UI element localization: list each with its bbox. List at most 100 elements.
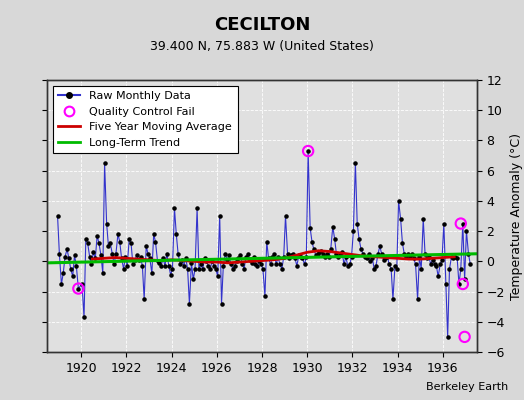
Point <box>265 255 273 262</box>
Point <box>464 250 473 257</box>
Point <box>310 246 318 252</box>
Point <box>427 261 435 268</box>
Point <box>376 243 384 250</box>
Point <box>151 238 160 245</box>
Point <box>187 260 195 266</box>
Point <box>458 220 467 227</box>
Point <box>410 255 418 262</box>
Point <box>340 261 348 268</box>
Point <box>53 213 62 219</box>
Point <box>381 255 390 262</box>
Point <box>370 266 378 272</box>
Point <box>70 252 79 258</box>
Point <box>349 228 357 234</box>
Point <box>294 252 303 258</box>
Point <box>411 261 420 268</box>
Point <box>304 148 312 154</box>
Point <box>244 250 252 257</box>
Point <box>377 250 386 257</box>
Point <box>242 254 250 260</box>
Point <box>199 266 207 272</box>
Point <box>136 254 145 260</box>
Point <box>193 205 201 212</box>
Point <box>385 261 394 268</box>
Point <box>402 254 410 260</box>
Point <box>461 334 469 340</box>
Point <box>64 255 73 262</box>
Point <box>278 266 286 272</box>
Point <box>221 250 230 257</box>
Point <box>176 261 184 268</box>
Point <box>398 240 407 246</box>
Point <box>72 263 81 269</box>
Point <box>292 263 301 269</box>
Point <box>200 255 209 262</box>
Point <box>347 254 356 260</box>
Point <box>298 255 307 262</box>
Point <box>63 246 71 252</box>
Point <box>456 266 465 272</box>
Point <box>208 258 216 264</box>
Point <box>447 254 456 260</box>
Point <box>106 240 114 246</box>
Point <box>225 252 233 258</box>
Point <box>455 281 463 287</box>
Point <box>389 296 397 302</box>
Point <box>144 250 152 257</box>
Point <box>162 250 171 257</box>
Point <box>121 254 129 260</box>
Point <box>319 250 328 257</box>
Point <box>148 270 156 277</box>
Point <box>408 250 416 257</box>
Point <box>119 266 128 272</box>
Point <box>174 250 182 257</box>
Point <box>67 266 75 272</box>
Point <box>172 231 180 237</box>
Point <box>419 216 428 222</box>
Point <box>182 255 190 262</box>
Point <box>344 263 352 269</box>
Point <box>212 266 220 272</box>
Point <box>78 281 86 287</box>
Point <box>391 263 399 269</box>
Point <box>392 266 401 272</box>
Y-axis label: Temperature Anomaly (°C): Temperature Anomaly (°C) <box>510 132 523 300</box>
Point <box>368 255 377 262</box>
Point <box>154 258 162 264</box>
Point <box>117 255 126 262</box>
Point <box>453 255 461 262</box>
Point <box>236 252 245 258</box>
Point <box>445 266 454 272</box>
Point <box>223 257 232 263</box>
Point <box>80 314 88 320</box>
Point <box>436 261 444 268</box>
Point <box>116 238 124 245</box>
Point <box>417 266 425 272</box>
Point <box>213 273 222 280</box>
Point <box>180 263 188 269</box>
Point <box>219 263 227 269</box>
Point <box>161 263 169 269</box>
Point <box>110 261 118 268</box>
Point <box>432 263 441 269</box>
Point <box>300 261 309 268</box>
Point <box>233 258 241 264</box>
Point <box>210 263 219 269</box>
Text: Berkeley Earth: Berkeley Earth <box>426 382 508 392</box>
Text: 39.400 N, 75.883 W (United States): 39.400 N, 75.883 W (United States) <box>150 40 374 53</box>
Point <box>404 250 412 257</box>
Point <box>462 228 471 234</box>
Point <box>178 257 186 263</box>
Point <box>321 254 329 260</box>
Point <box>451 254 460 260</box>
Point <box>406 254 414 260</box>
Point <box>397 216 405 222</box>
Point <box>257 261 265 268</box>
Point <box>165 263 173 269</box>
Point <box>227 261 235 268</box>
Point <box>168 266 177 272</box>
Point <box>234 255 243 262</box>
Point <box>263 238 271 245</box>
Point <box>304 148 312 154</box>
Point <box>253 263 261 269</box>
